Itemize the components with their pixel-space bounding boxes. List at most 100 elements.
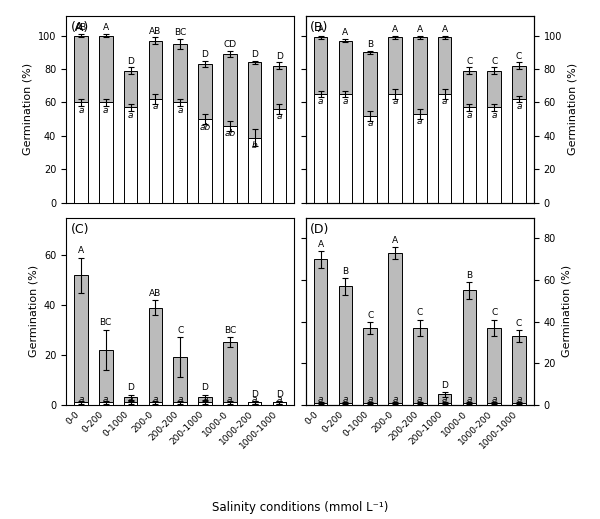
Bar	[248, 402, 262, 405]
Bar	[512, 99, 526, 203]
Text: a: a	[152, 395, 158, 404]
Text: a: a	[178, 106, 183, 115]
Text: CD: CD	[223, 40, 236, 49]
Bar	[487, 71, 501, 107]
Bar	[223, 402, 236, 405]
Text: (B): (B)	[310, 21, 329, 34]
Bar	[413, 403, 427, 405]
Text: (D): (D)	[310, 223, 329, 236]
Text: a: a	[128, 111, 133, 120]
Text: a: a	[343, 395, 348, 404]
Text: C: C	[491, 57, 497, 66]
Bar	[314, 37, 328, 94]
Text: a: a	[367, 119, 373, 128]
Bar	[438, 94, 451, 203]
Bar	[173, 358, 187, 405]
Text: C: C	[491, 308, 497, 318]
Text: a: a	[252, 395, 257, 404]
Bar	[99, 102, 113, 203]
Text: B: B	[466, 271, 473, 280]
Text: Salinity conditions (mmol L⁻¹): Salinity conditions (mmol L⁻¹)	[212, 501, 388, 514]
Text: a: a	[517, 102, 522, 112]
Bar	[248, 138, 262, 203]
Bar	[272, 402, 286, 405]
Text: a: a	[318, 395, 323, 404]
Text: a: a	[318, 98, 323, 106]
Text: a: a	[152, 102, 158, 112]
Text: BC: BC	[174, 29, 186, 37]
Text: BC: BC	[100, 319, 112, 327]
Text: D: D	[276, 390, 283, 399]
Text: a: a	[128, 395, 133, 404]
Text: a: a	[417, 395, 422, 404]
Bar	[99, 36, 113, 102]
Text: a: a	[517, 395, 522, 404]
Bar	[413, 114, 427, 203]
Text: ab: ab	[199, 122, 211, 131]
Bar	[463, 71, 476, 107]
Bar	[512, 403, 526, 405]
Text: ab: ab	[224, 129, 235, 138]
Bar	[124, 398, 137, 405]
Bar	[74, 275, 88, 405]
Bar	[74, 402, 88, 405]
Bar	[223, 54, 236, 126]
Text: a: a	[78, 395, 83, 404]
Bar	[272, 66, 286, 109]
Text: B: B	[343, 267, 349, 276]
Bar	[413, 37, 427, 114]
Bar	[149, 402, 162, 405]
Text: C: C	[177, 326, 183, 335]
Bar	[512, 66, 526, 99]
Text: (C): (C)	[71, 223, 89, 236]
Bar	[173, 402, 187, 405]
Text: a: a	[277, 113, 282, 121]
Text: a: a	[103, 395, 109, 404]
Bar	[124, 402, 137, 405]
Bar	[364, 328, 377, 405]
Bar	[388, 37, 402, 94]
Bar	[149, 99, 162, 203]
Bar	[388, 253, 402, 405]
Bar	[173, 102, 187, 203]
Bar	[438, 403, 451, 405]
Text: C: C	[516, 319, 522, 328]
Bar	[338, 403, 352, 405]
Bar	[463, 291, 476, 405]
Bar	[198, 398, 212, 405]
Bar	[487, 328, 501, 405]
Text: B: B	[367, 40, 373, 49]
Text: a: a	[202, 395, 208, 404]
Text: A: A	[317, 240, 323, 249]
Text: D: D	[441, 381, 448, 390]
Text: AB: AB	[75, 23, 87, 32]
Bar	[487, 107, 501, 203]
Text: AB: AB	[149, 289, 161, 297]
Text: a: a	[178, 395, 183, 404]
Text: C: C	[516, 52, 522, 61]
Text: a: a	[442, 98, 448, 106]
Bar	[314, 260, 328, 405]
Bar	[364, 52, 377, 116]
Bar	[124, 107, 137, 203]
Text: C: C	[367, 310, 373, 320]
Bar	[173, 44, 187, 102]
Bar	[74, 102, 88, 203]
Bar	[74, 36, 88, 102]
Text: a: a	[392, 395, 398, 404]
Y-axis label: Germination (%): Germination (%)	[22, 63, 32, 155]
Bar	[314, 403, 328, 405]
Text: a: a	[103, 106, 109, 115]
Bar	[223, 343, 236, 405]
Text: a: a	[491, 395, 497, 404]
Text: a: a	[392, 98, 398, 106]
Text: A: A	[78, 246, 84, 255]
Text: A: A	[392, 236, 398, 245]
Bar	[463, 107, 476, 203]
Text: a: a	[277, 395, 282, 404]
Text: C: C	[417, 308, 423, 318]
Text: a: a	[227, 395, 233, 404]
Bar	[314, 94, 328, 203]
Bar	[198, 402, 212, 405]
Bar	[248, 62, 262, 138]
